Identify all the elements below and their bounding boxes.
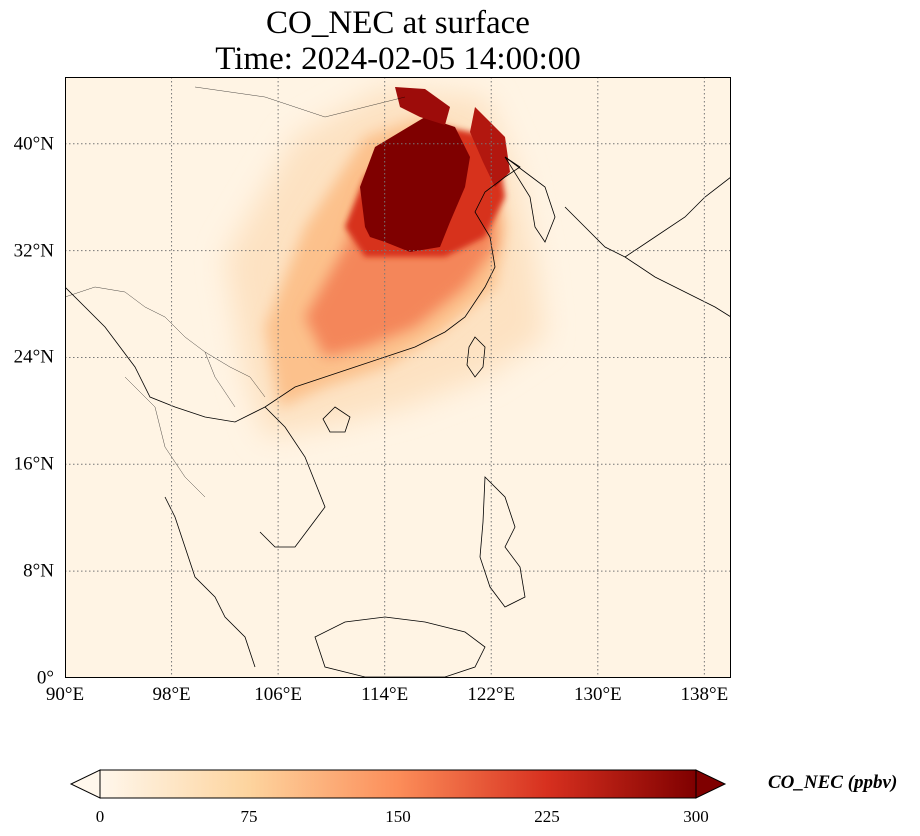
colorbar-extend-max bbox=[695, 769, 727, 799]
x-tick-label: 106°E bbox=[254, 684, 302, 705]
colorbar-tick-label: 225 bbox=[534, 807, 560, 826]
gridlines bbox=[65, 77, 731, 678]
country-borders bbox=[65, 86, 406, 498]
x-tick-label: 130°E bbox=[573, 684, 622, 705]
colorbar-extend-min bbox=[69, 769, 101, 799]
plume-streak bbox=[395, 87, 450, 125]
x-tick-label: 122°E bbox=[467, 684, 516, 705]
plume-peak bbox=[360, 117, 470, 252]
y-tick-label: 24°N bbox=[13, 346, 54, 368]
colorbar-tick-label: 0 bbox=[95, 807, 105, 826]
x-tick-label: 114°E bbox=[361, 684, 409, 705]
x-tick-label: 98°E bbox=[152, 684, 191, 705]
x-tick-label: 90°E bbox=[45, 684, 85, 705]
colorbar-tick-label: 300 bbox=[683, 807, 709, 826]
colorbar bbox=[69, 769, 727, 799]
concentration-map bbox=[65, 77, 731, 678]
map-time: Time: 2024-02-05 14:00:00 bbox=[215, 41, 581, 77]
x-tick-label: 138°E bbox=[680, 684, 729, 705]
colorbar-tick-label: 150 bbox=[385, 807, 411, 826]
colorbar-label: CO_NEC (ppbv) bbox=[768, 772, 898, 793]
y-tick-label: 8°N bbox=[23, 560, 54, 582]
coastlines bbox=[65, 156, 731, 678]
map-title: CO_NEC at surface bbox=[266, 5, 530, 41]
colorbar-body bbox=[99, 769, 697, 799]
y-tick-label: 40°N bbox=[13, 133, 54, 155]
map-border bbox=[65, 77, 731, 678]
colorbar-tick-label: 75 bbox=[240, 807, 258, 826]
y-tick-label: 0° bbox=[36, 667, 54, 689]
y-tick-label: 32°N bbox=[13, 240, 54, 262]
y-tick-label: 16°N bbox=[13, 453, 54, 475]
plume-streak-2 bbox=[470, 107, 510, 187]
